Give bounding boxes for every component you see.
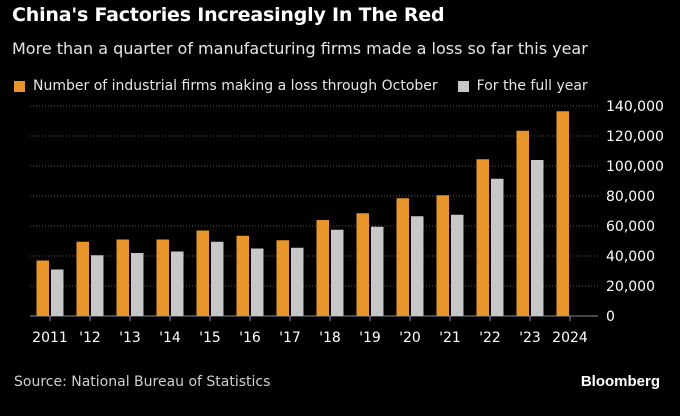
bar-full-6 [291, 247, 304, 316]
bar-oct-1 [76, 241, 89, 316]
legend-swatch-full [457, 80, 469, 92]
legend-label-oct: Number of industrial firms making a loss… [33, 78, 438, 94]
bar-full-1 [91, 255, 104, 316]
bar-oct-8 [356, 213, 369, 316]
legend: Number of industrial firms making a loss… [14, 78, 588, 94]
x-tick-label: '12 [79, 330, 101, 346]
bar-oct-9 [396, 198, 409, 316]
x-tick-label: 2011 [32, 330, 68, 346]
x-axis-labels: 2011 '12 '13 '14 '15 '16 '17 '18 '19 '20 '21 '22 '23… [32, 330, 588, 346]
x-tick-label: '14 [159, 330, 181, 346]
bar-full-10 [451, 214, 464, 316]
x-tick-label: '20 [399, 330, 421, 346]
bar-full-11 [491, 178, 504, 316]
bar-full-8 [371, 226, 384, 316]
bloomberg-logo: Bloomberg [580, 373, 660, 390]
y-tick-label: 80,000 [606, 189, 655, 205]
bar-oct-3 [156, 239, 169, 316]
bar-oct-2 [116, 239, 129, 316]
x-tick-label: '18 [319, 330, 341, 346]
bar-oct-4 [196, 230, 209, 316]
bar-oct-10 [436, 195, 449, 316]
gridlines [30, 105, 598, 321]
bar-full-9 [411, 216, 424, 316]
bar-full-7 [331, 229, 344, 316]
legend-label-full: For the full year [476, 78, 588, 94]
y-tick-label: 40,000 [606, 249, 655, 265]
legend-item-oct: Number of industrial firms making a loss… [14, 78, 438, 94]
bars [36, 111, 569, 316]
legend-item-full: For the full year [457, 78, 588, 94]
x-tick-label: 2024 [552, 330, 588, 346]
x-tick-label: '16 [239, 330, 261, 346]
chart-title: China's Factories Increasingly In The Re… [12, 4, 445, 26]
bar-oct-6 [276, 240, 289, 316]
bar-oct-13 [556, 111, 569, 316]
bar-full-2 [131, 253, 144, 316]
bar-oct-11 [476, 159, 489, 316]
x-tick-label: '19 [359, 330, 381, 346]
legend-swatch-oct [14, 80, 25, 92]
bar-full-4 [211, 241, 224, 316]
x-tick-label: '22 [479, 330, 501, 346]
x-tick-label: '15 [199, 330, 221, 346]
chart-subtitle: More than a quarter of manufacturing fir… [12, 39, 588, 58]
y-tick-label: 140,000 [606, 99, 664, 115]
bar-full-5 [251, 248, 264, 316]
y-tick-label: 0 [606, 309, 615, 325]
x-tick-label: '23 [519, 330, 541, 346]
y-tick-label: 100,000 [606, 159, 664, 175]
bar-oct-7 [316, 220, 329, 316]
bar-full-3 [171, 251, 184, 316]
y-tick-label: 20,000 [606, 279, 655, 295]
x-tick-label: '17 [279, 330, 301, 346]
bar-oct-0 [36, 260, 49, 316]
bar-full-0 [51, 269, 64, 316]
bar-full-12 [531, 160, 544, 316]
x-tick-label: '13 [119, 330, 141, 346]
bar-oct-12 [516, 130, 529, 316]
y-tick-label: 120,000 [606, 129, 664, 145]
y-tick-label: 60,000 [606, 219, 655, 235]
bar-oct-5 [236, 235, 249, 316]
y-axis-labels: 0 20,000 40,000 60,000 80,000 100,000 120,000 1… [606, 99, 664, 325]
x-tick-label: '21 [439, 330, 461, 346]
source-note: Source: National Bureau of Statistics [14, 374, 271, 390]
